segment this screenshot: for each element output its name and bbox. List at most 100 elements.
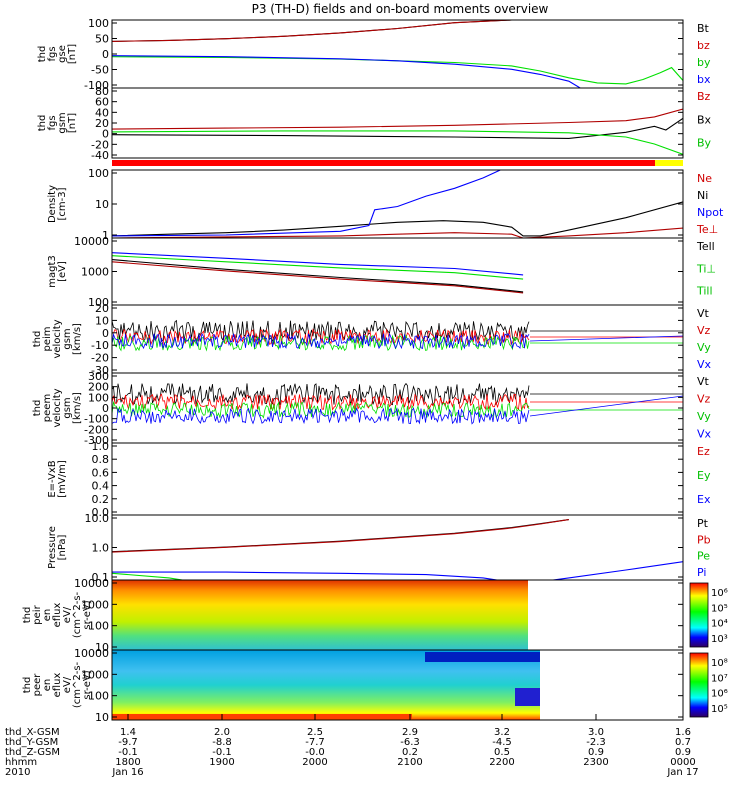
y-axis-label: magt3 [eV] [47, 255, 68, 288]
panel-fgs_gse: 100 50 0 -50 -100 thd fgs gse [nT] Bt bz by bx [37, 17, 711, 92]
panel-frame [111, 19, 684, 89]
colorbar-tick-label: 10⁴ [711, 619, 728, 630]
panel-pressure: 10.0 1.0 0.1 Pressure [nPa] Pt Pb Pe Pi [47, 512, 711, 584]
panel-density: 100 10 1 Density [cm-3] Ne Ni Npot Te⊥ [47, 167, 724, 242]
legend-Till: Till [696, 285, 713, 298]
velocity-trace [112, 393, 530, 412]
colorbar-tick-label: 10³ [711, 634, 728, 645]
y-label-line: [km/s] [72, 392, 83, 424]
y-label-line: fgs [47, 46, 58, 61]
legend-Ne: Ne [697, 172, 712, 185]
y-tick-label: 100 [88, 690, 109, 703]
spectrogram-band [425, 652, 540, 662]
series-Pi [112, 561, 683, 580]
y-tick-label: 0.8 [92, 453, 110, 466]
series-bz [112, 20, 512, 42]
legend-Vx: Vx [697, 358, 712, 371]
y-tick-label: 20 [95, 302, 109, 315]
y-tick-label: -20 [91, 352, 109, 365]
y-tick-label: 10.0 [85, 512, 110, 525]
y-label-line: [nPa] [57, 534, 68, 560]
legend-Npot: Npot [697, 206, 724, 219]
y-tick-label: 10000 [74, 647, 109, 660]
y-label-line: [km/s] [72, 323, 83, 355]
y-tick-label: 100 [88, 391, 109, 404]
y-tick-label: 1000 [81, 668, 109, 681]
x-col-value: 2200 [489, 757, 514, 768]
series-By [112, 130, 683, 155]
y-tick-label: 0 [102, 48, 109, 61]
x-col-value: 2.5 [307, 727, 323, 738]
x-col-value: 1800 [115, 757, 140, 768]
y-axis-label: Pressure [nPa] [47, 526, 68, 569]
y-tick-label: -300 [84, 434, 109, 447]
x-col-value: 1.6 [675, 727, 691, 738]
x-col-value: 0.9 [675, 747, 691, 758]
y-label-line: thd [32, 400, 43, 417]
y-label-line: peim [42, 326, 53, 351]
legend-Vy: Vy [697, 410, 711, 423]
series-Te_perp [112, 261, 524, 294]
x-col-value: 1900 [209, 757, 234, 768]
y-tick-label: 100 [88, 296, 109, 309]
panel-efield: 1.00.80.60.40.20.0 E=-VxB [mV/m] Ez Ey Ex [47, 440, 711, 519]
series-Pb [112, 519, 569, 553]
legend-Vt: Vt [697, 375, 710, 388]
y-tick-label: -100 [84, 79, 109, 92]
y-tick-label: 100 [88, 17, 109, 30]
x-col-value: 2.0 [214, 727, 230, 738]
x-col-value: 2300 [583, 757, 608, 768]
y-label-line: (cm^2-s- [72, 661, 83, 708]
x-col-value: 1.4 [120, 727, 136, 738]
y-tick-label: 1.0 [92, 440, 110, 453]
x-row-label: 2010 [5, 767, 30, 778]
series-Ti_perp [112, 252, 524, 276]
y-axis-label: Density [cm-3] [47, 185, 68, 223]
legend-Pb: Pb [697, 533, 711, 546]
y-tick-label: 0 [102, 128, 109, 141]
x-col-value: 2100 [397, 757, 422, 768]
y-tick-label: 0.2 [92, 493, 110, 506]
legend-Vx: Vx [697, 428, 712, 441]
x-col-value: 3.0 [588, 727, 604, 738]
y-tick-label: 1000 [81, 598, 109, 611]
y-label-line: magt3 [47, 255, 58, 288]
x-col-value: -2.3 [586, 737, 606, 748]
velocity-extrapolation [529, 395, 684, 417]
legend-Ti⊥: Ti⊥ [696, 262, 716, 275]
velocity-trace [112, 328, 530, 346]
spectrogram-band [112, 714, 412, 719]
y-label-line: [cm-3] [57, 187, 68, 220]
colorbar [689, 652, 709, 718]
y-tick-label: 1 [102, 229, 109, 242]
y-axis-label: thd fgs gsm [nT] [37, 112, 78, 133]
legend-Pt: Pt [697, 517, 709, 530]
y-axis-label: thd peer en eflux eV/(cm^2-s-sr-eV) [22, 661, 93, 708]
y-tick-label: 100 [88, 620, 109, 633]
y-tick-label: 20 [95, 117, 109, 130]
y-label-line: peir [32, 604, 43, 624]
x-row-label: thd_X-GSM [5, 727, 60, 738]
legend-Bx: Bx [697, 113, 712, 126]
x-col-value: -4.5 [492, 737, 512, 748]
y-tick-label: 10000 [74, 235, 109, 248]
colorbar-tick-label: 10⁵ [711, 704, 728, 715]
x-col-value: 0.7 [675, 737, 691, 748]
y-tick-label: 10000 [74, 577, 109, 590]
y-tick-label: -100 [84, 413, 109, 426]
y-label-line: thd [37, 46, 48, 63]
y-label-line: thd [32, 331, 43, 348]
y-label-line: peem [42, 394, 53, 422]
y-tick-label: -50 [91, 64, 109, 77]
panel-frame [111, 514, 684, 581]
y-label-line: peer [32, 673, 43, 697]
mode-bar-red [112, 160, 655, 166]
y-tick-label: -30 [91, 364, 109, 377]
legend-by: by [697, 56, 711, 69]
y-tick-label: -20 [91, 138, 109, 151]
y-label-line: thd [22, 607, 33, 624]
y-label-line: gsm [62, 328, 73, 349]
x-col-value: -8.8 [212, 737, 232, 748]
